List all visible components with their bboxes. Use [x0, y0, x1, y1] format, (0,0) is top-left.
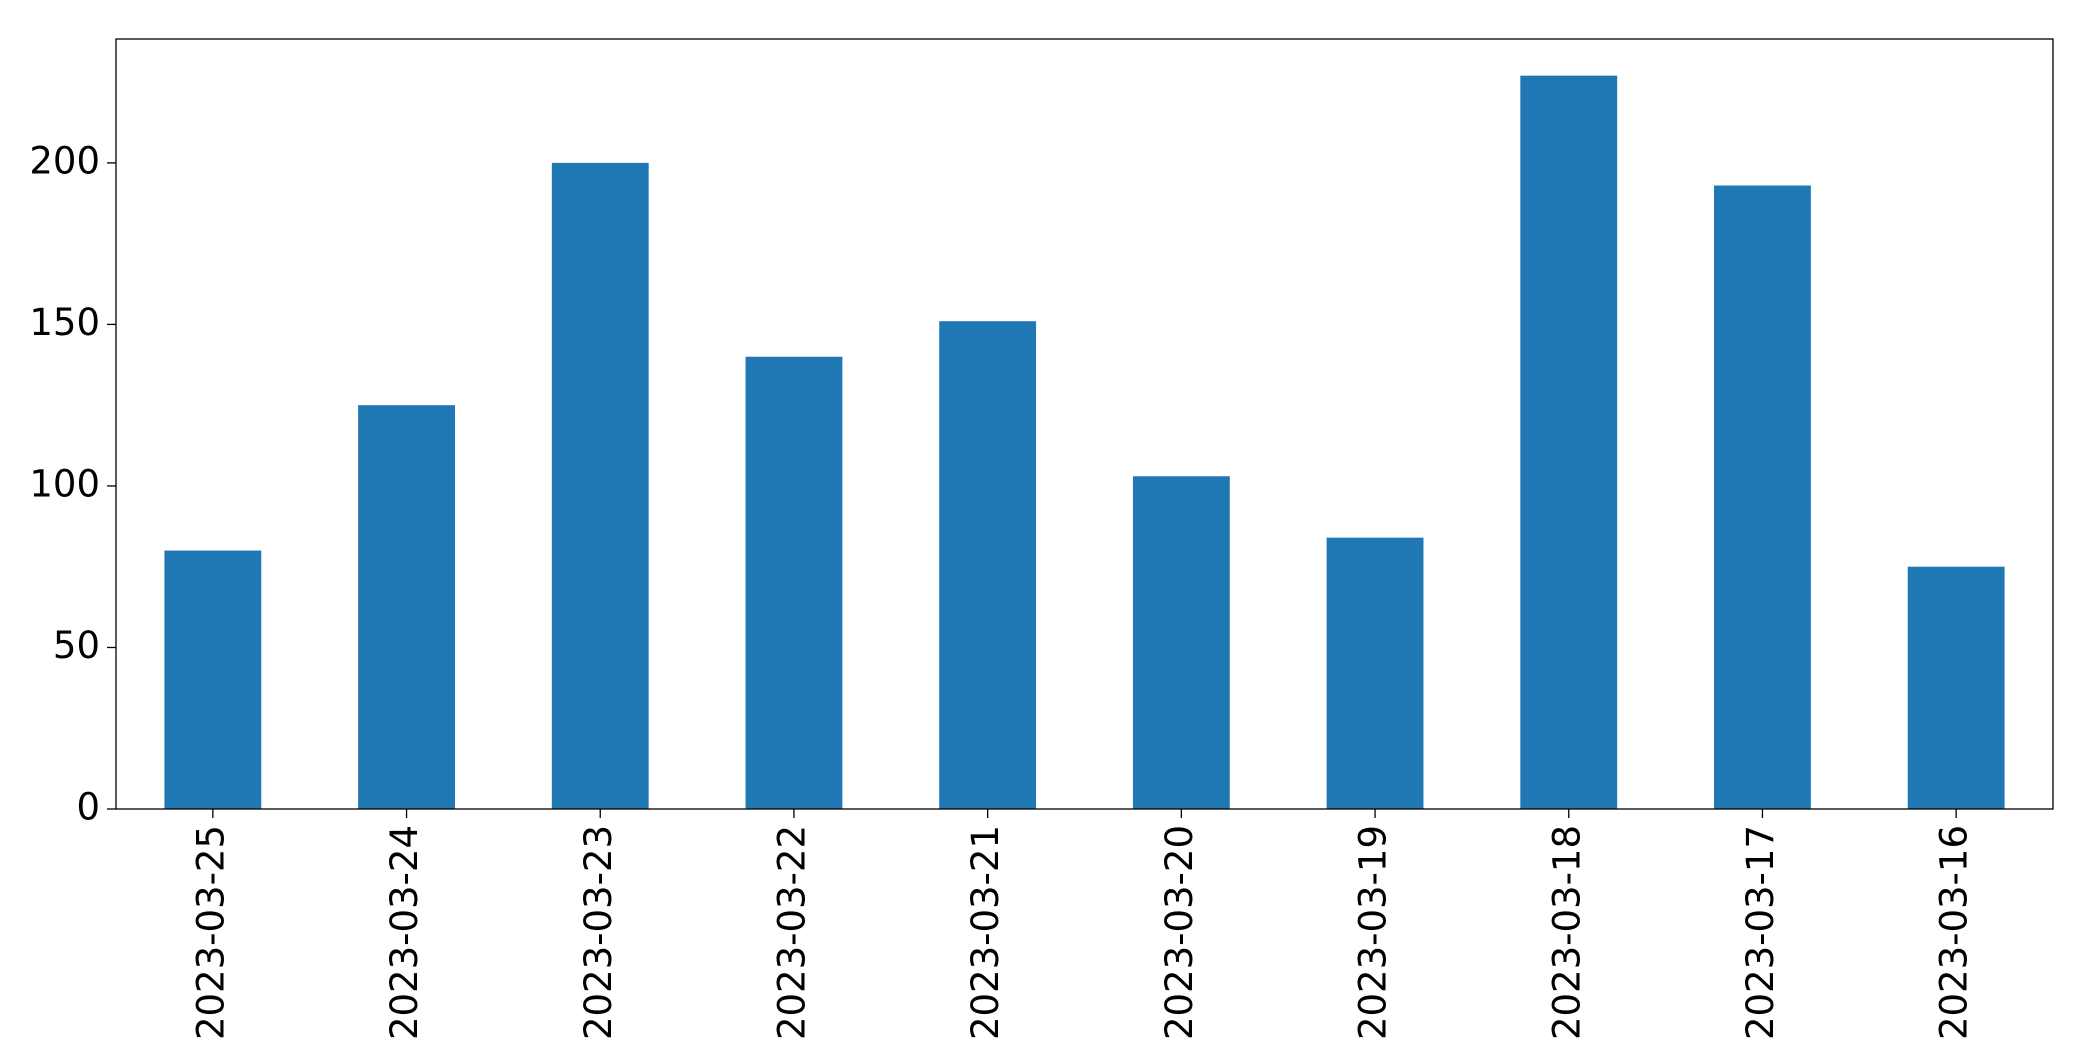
x-tick-label: 2023-03-22 [770, 825, 813, 1040]
bar [1132, 476, 1230, 809]
bar [1326, 537, 1424, 809]
y-tick-label: 200 [29, 139, 100, 182]
x-tick-label: 2023-03-19 [1352, 825, 1395, 1040]
x-tick-label: 2023-03-23 [577, 825, 620, 1040]
bar [1520, 75, 1618, 809]
y-tick-label: 50 [53, 624, 100, 667]
bar [1907, 566, 2005, 809]
bar [358, 405, 455, 809]
bar [551, 162, 649, 809]
x-tick-label: 2023-03-21 [964, 825, 1007, 1040]
x-tick-label: 2023-03-18 [1545, 825, 1588, 1040]
bar [939, 321, 1037, 809]
bar [164, 550, 262, 809]
axes-frame [115, 38, 2054, 810]
y-tick-label: 150 [29, 301, 100, 344]
bar [1714, 185, 1811, 810]
y-tick-label: 0 [76, 786, 100, 829]
x-tick-label: 2023-03-20 [1158, 825, 1201, 1040]
x-tick-label: 2023-03-25 [189, 825, 232, 1040]
y-tick-label: 100 [29, 462, 100, 505]
x-tick-label: 2023-03-24 [383, 825, 426, 1040]
bar [745, 356, 843, 809]
x-tick-label: 2023-03-17 [1739, 825, 1782, 1040]
x-tick-label: 2023-03-16 [1933, 825, 1976, 1040]
